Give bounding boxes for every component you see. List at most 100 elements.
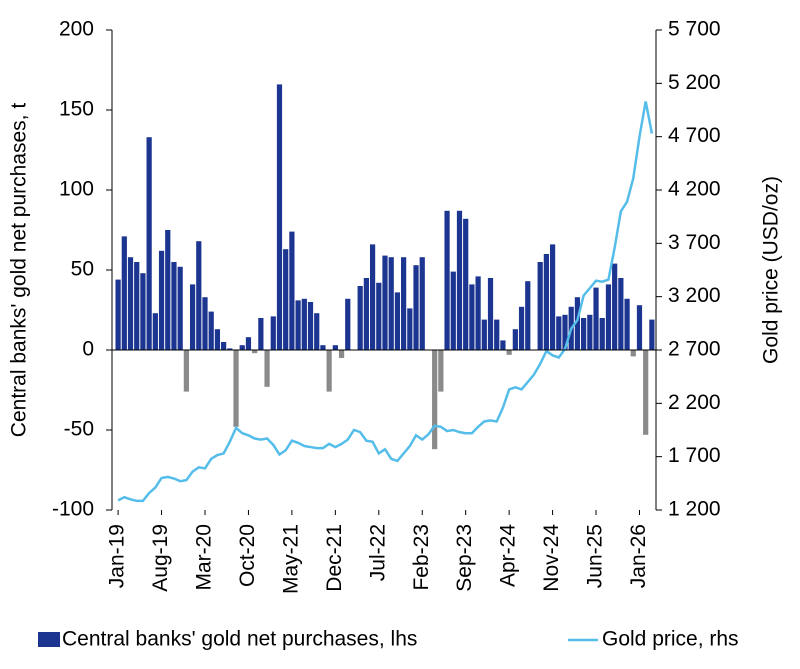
x-tick-label: Jul-22	[366, 524, 389, 581]
y2-tick-label: 3 200	[668, 284, 721, 307]
x-tick-label: Jan-26	[627, 524, 650, 588]
y-tick-label: 50	[71, 258, 94, 281]
bar	[487, 278, 494, 350]
bar	[556, 316, 562, 350]
y2-tick-label: 4 200	[668, 178, 721, 201]
bar	[413, 265, 419, 350]
bar	[562, 314, 568, 350]
bar	[165, 230, 171, 350]
bar	[537, 262, 543, 350]
bar	[506, 350, 512, 355]
bar	[643, 350, 649, 435]
y2-tick-label: 1 700	[668, 444, 721, 467]
bar	[227, 348, 233, 350]
line	[117, 101, 654, 503]
bar	[469, 284, 475, 350]
bar	[345, 298, 351, 350]
x-tick-label: Nov-24	[540, 524, 563, 592]
bar	[283, 249, 289, 350]
bar	[388, 257, 394, 350]
bar	[525, 281, 531, 350]
bar	[369, 244, 376, 350]
bar	[233, 350, 239, 427]
bar	[127, 257, 134, 350]
y2-axis-title: Gold price (USD/oz)	[760, 176, 783, 364]
bar	[494, 319, 500, 350]
legend-label: Central banks' gold net purchases, lhs	[62, 628, 417, 651]
bar	[593, 287, 599, 350]
x-tick-label: Apr-24	[497, 524, 520, 587]
bar	[214, 329, 221, 350]
bar	[618, 278, 624, 350]
y-tick-label: -100	[52, 498, 94, 521]
bar	[475, 276, 481, 350]
bar	[456, 210, 463, 350]
bar	[177, 266, 183, 350]
bar	[183, 350, 189, 392]
legend-swatch	[38, 632, 60, 647]
bar	[338, 350, 345, 358]
x-tick-label: Oct-20	[236, 524, 259, 587]
bar	[295, 300, 301, 350]
bar	[357, 286, 363, 350]
y-tick-label: 150	[59, 98, 94, 121]
bar	[444, 210, 450, 350]
bar	[605, 284, 612, 350]
bar	[432, 350, 438, 450]
bar	[500, 340, 506, 350]
bar	[276, 84, 283, 351]
bar	[140, 273, 146, 350]
bar	[518, 306, 525, 350]
x-tick-label: Feb-23	[410, 524, 433, 591]
bar	[612, 263, 618, 350]
bar	[630, 350, 636, 357]
y2-tick-label: 5 200	[668, 71, 721, 94]
bar	[382, 255, 388, 350]
bar	[258, 318, 264, 350]
bar	[394, 292, 401, 350]
legend-label: Gold price, rhs	[602, 628, 739, 651]
bar	[599, 318, 605, 350]
bar	[171, 262, 177, 350]
bar	[574, 297, 581, 350]
bar	[189, 284, 196, 350]
y2-tick-label: 1 200	[668, 498, 721, 521]
bar	[376, 282, 382, 350]
x-tick-label: Jan-19	[106, 524, 129, 588]
bar	[208, 311, 214, 350]
bar	[158, 250, 165, 350]
bar	[407, 308, 413, 350]
bar	[289, 231, 295, 350]
bar	[450, 271, 456, 350]
bar	[481, 319, 487, 350]
bar	[438, 350, 444, 392]
bar	[463, 218, 469, 350]
bar	[320, 345, 326, 350]
bar	[314, 313, 320, 350]
bar	[587, 314, 593, 350]
y-tick-label: 100	[59, 178, 94, 201]
bar	[202, 297, 208, 350]
y2-tick-label: 2 200	[668, 391, 721, 414]
y-axis-title: Central banks' gold net purchases, t	[8, 103, 31, 438]
bar	[221, 342, 227, 350]
bar	[121, 236, 127, 350]
bar	[363, 278, 369, 350]
bar	[307, 302, 314, 350]
bar	[624, 298, 630, 350]
bar	[146, 137, 152, 350]
bar	[581, 318, 587, 350]
y2-tick-label: 5 700	[668, 18, 721, 41]
bar	[301, 298, 307, 350]
bar	[549, 244, 556, 350]
x-tick-label: Jun-25	[584, 524, 607, 588]
bar	[636, 305, 643, 350]
x-tick-label: Mar-20	[193, 524, 216, 591]
bar	[419, 257, 425, 350]
bar	[152, 313, 158, 350]
bar	[401, 257, 407, 350]
y2-tick-label: 4 700	[668, 124, 721, 147]
bar	[332, 345, 338, 350]
bar	[196, 241, 202, 350]
